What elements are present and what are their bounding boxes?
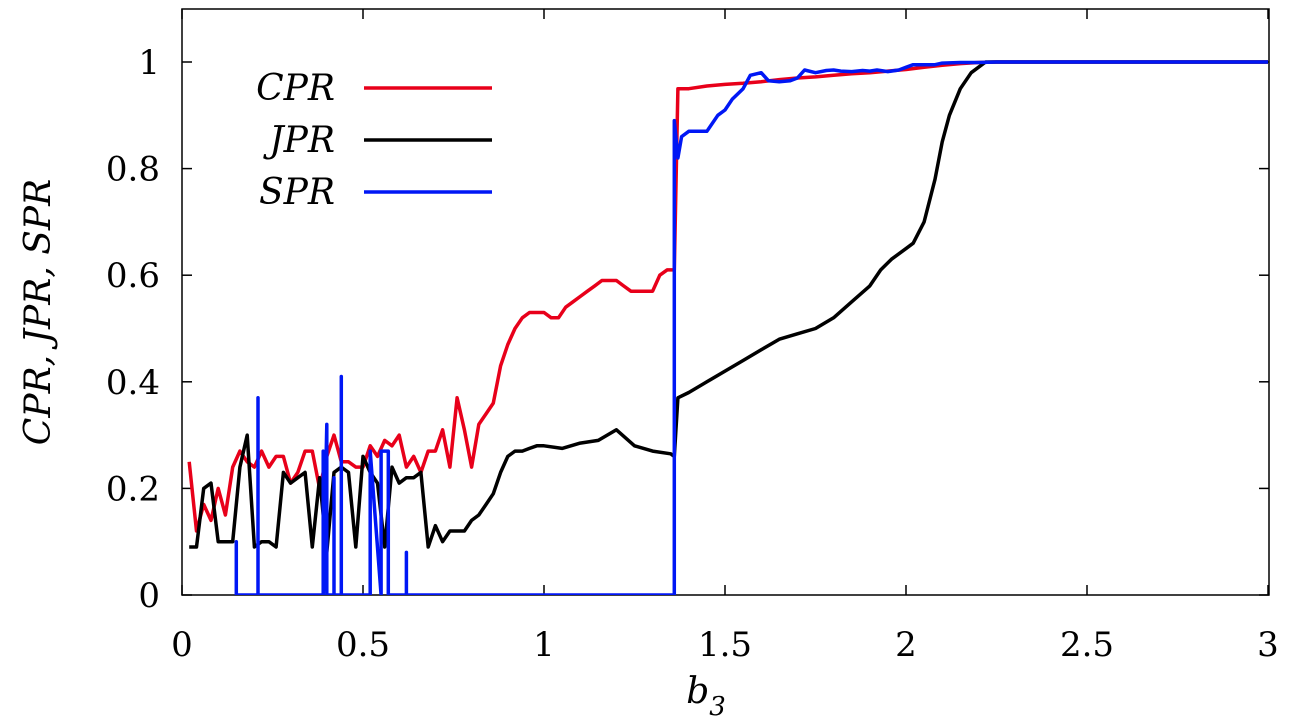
x-tick-label: 1	[533, 625, 555, 665]
x-axis-title: b3	[686, 671, 726, 722]
x-axis: 0 0.5 1 1.5 2 2.5 3	[171, 9, 1279, 665]
x-tick-label: 2	[895, 625, 917, 665]
legend: CPR JPR SPR	[256, 68, 492, 213]
plot-area	[181, 8, 1270, 596]
x-tick-label: 1.5	[698, 625, 752, 665]
x-tick-label: 0	[171, 625, 193, 665]
y-axis: 0 0.2 0.4 0.6 0.8 1	[106, 43, 1269, 616]
y-tick-label: 0.2	[106, 469, 160, 509]
y-axis-title: CPR, JPR, SPR	[18, 179, 59, 445]
y-tick-label: 0.6	[106, 256, 160, 296]
legend-label-spr: SPR	[259, 172, 335, 213]
y-tick-label: 0	[138, 576, 160, 616]
x-tick-label: 2.5	[1060, 625, 1114, 665]
series-line-spr	[234, 60, 1268, 595]
series-lines	[187, 60, 1268, 595]
y-tick-label: 0.8	[106, 150, 160, 190]
x-tick-label: 3	[1257, 625, 1279, 665]
series-line-jpr	[189, 60, 1268, 555]
y-tick-label: 0.4	[106, 363, 160, 403]
legend-label-cpr: CPR	[256, 68, 335, 109]
legend-label-jpr: JPR	[262, 120, 335, 161]
x-tick-label: 0.5	[336, 625, 390, 665]
series-line-cpr	[187, 60, 1268, 533]
y-tick-label: 1	[138, 43, 160, 83]
